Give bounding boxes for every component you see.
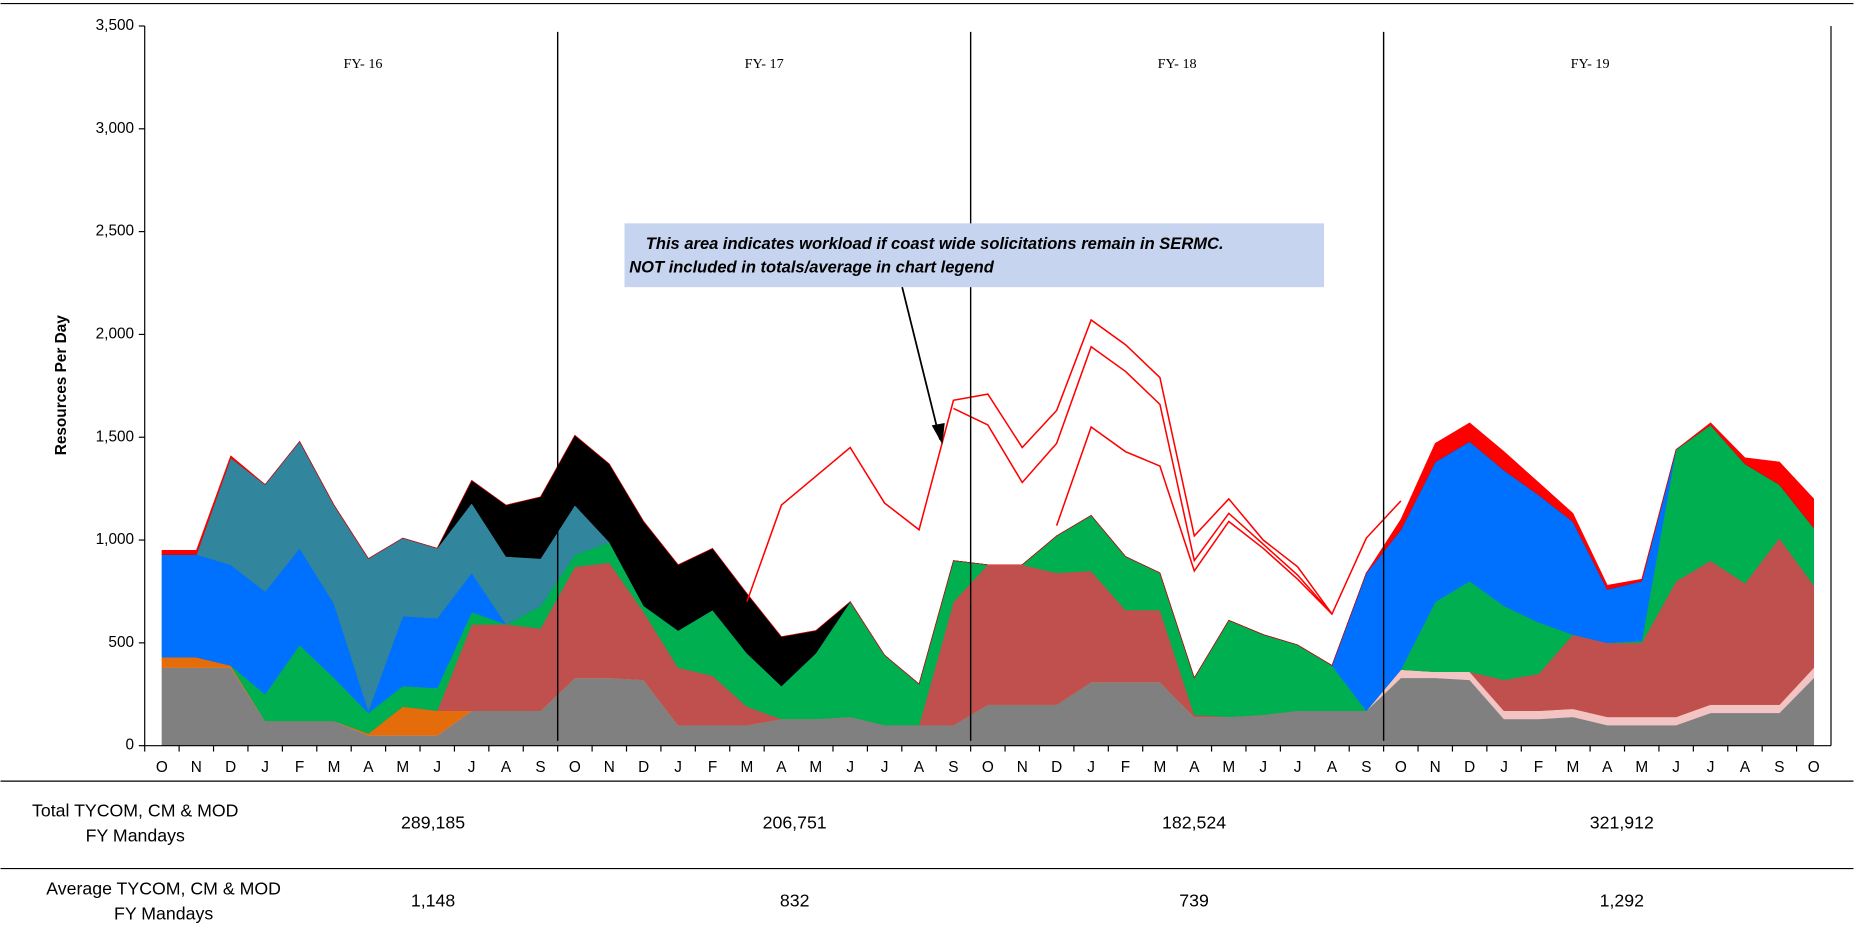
x-tick-label: J bbox=[468, 759, 476, 776]
y-tick-label: 500 bbox=[108, 634, 134, 651]
area bbox=[161, 422, 1815, 685]
x-tick-label: J bbox=[1294, 759, 1302, 776]
x-tick-label: D bbox=[225, 759, 236, 776]
x-tick-label: J bbox=[1259, 759, 1267, 776]
x-tick-label: J bbox=[433, 759, 441, 776]
x-tick-label: N bbox=[1430, 759, 1441, 776]
cell: 1,148 bbox=[411, 890, 455, 910]
x-tick-label: N bbox=[191, 759, 202, 776]
x-tick-label: A bbox=[914, 759, 925, 776]
y-tick-label: 2,000 bbox=[96, 325, 134, 342]
x-tick-label: A bbox=[501, 759, 512, 776]
x-tick-label: M bbox=[1222, 759, 1235, 776]
row-label: Average TYCOM, CM & MOD bbox=[46, 879, 281, 899]
annotation-text: NOT included in totals/average in chart … bbox=[629, 258, 995, 277]
y-tick-label: 0 bbox=[126, 737, 135, 754]
x-tick-label: M bbox=[396, 759, 409, 776]
x-tick-label: M bbox=[1635, 759, 1648, 776]
fy-label: FY- 19 bbox=[1571, 56, 1610, 72]
cell: 832 bbox=[780, 890, 810, 910]
x-tick-label: S bbox=[535, 759, 545, 776]
y-tick-label: 3,500 bbox=[96, 17, 134, 34]
cell: 206,751 bbox=[763, 812, 827, 832]
x-tick-label: A bbox=[1327, 759, 1338, 776]
x-tick-label: M bbox=[809, 759, 822, 776]
x-tick-label: N bbox=[604, 759, 615, 776]
table: Total TYCOM, CM & MOD FY Mandays 289,185 20… bbox=[32, 801, 1654, 924]
x-tick-label: J bbox=[261, 759, 269, 776]
x-tick-label: O bbox=[982, 759, 994, 776]
x-tick-label: N bbox=[1017, 759, 1028, 776]
x-tick-label: M bbox=[1154, 759, 1167, 776]
x-tick-label: S bbox=[1774, 759, 1784, 776]
x-tick-label: A bbox=[1189, 759, 1200, 776]
x-tick-label: F bbox=[1121, 759, 1130, 776]
x-tick-label: M bbox=[741, 759, 754, 776]
cell: 321,912 bbox=[1590, 812, 1654, 832]
areas bbox=[161, 422, 1815, 746]
x-tick-label: F bbox=[1534, 759, 1543, 776]
x-tick-label: D bbox=[638, 759, 649, 776]
x-tick-label: F bbox=[708, 759, 717, 776]
x-tick-label: D bbox=[1464, 759, 1475, 776]
x-tick-label: O bbox=[569, 759, 581, 776]
row-label: FY Mandays bbox=[114, 903, 213, 923]
x-tick-label: A bbox=[363, 759, 374, 776]
cell: 739 bbox=[1179, 890, 1209, 910]
cell: 1,292 bbox=[1600, 890, 1644, 910]
coast-wide-line bbox=[746, 318, 1402, 616]
cell: 289,185 bbox=[401, 812, 465, 832]
fy-label: FY- 16 bbox=[344, 56, 383, 72]
x-tick-label: O bbox=[1395, 759, 1407, 776]
x-tick-label: O bbox=[1808, 759, 1820, 776]
coast-wide-line bbox=[953, 345, 1333, 615]
x-tick-label: M bbox=[1566, 759, 1579, 776]
x-tick-label: J bbox=[846, 759, 854, 776]
y-tick-label: 3,000 bbox=[96, 120, 134, 137]
arrow-head bbox=[931, 423, 945, 445]
coast-wide-line bbox=[1055, 425, 1333, 615]
x-tick-label: J bbox=[674, 759, 682, 776]
x-tick-label: S bbox=[1361, 759, 1371, 776]
y-tick-label: 1,000 bbox=[96, 531, 134, 548]
x-tick-label: D bbox=[1051, 759, 1062, 776]
x-tick-label: A bbox=[1740, 759, 1751, 776]
row-label: FY Mandays bbox=[86, 825, 185, 845]
annotation-arrow bbox=[901, 286, 941, 440]
cell: 182,524 bbox=[1162, 812, 1226, 832]
coast-wide-lines bbox=[746, 318, 1402, 616]
x-tick-label: J bbox=[1500, 759, 1508, 776]
y-tick-label: 1,500 bbox=[96, 428, 134, 445]
x-tick-label: J bbox=[1672, 759, 1680, 776]
x-tick-label: J bbox=[881, 759, 889, 776]
annotation-text: This area indicates workload if coast wi… bbox=[646, 234, 1224, 253]
row-label: Total TYCOM, CM & MOD bbox=[32, 801, 238, 821]
x-tick-label: O bbox=[156, 759, 168, 776]
x-tick-label: A bbox=[776, 759, 787, 776]
x-tick-label: J bbox=[1707, 759, 1715, 776]
x-tick-label: M bbox=[328, 759, 341, 776]
y-tick-label: 2,500 bbox=[96, 223, 134, 240]
y-axis-title: Resources Per Day bbox=[53, 315, 70, 455]
x-tick-label: F bbox=[295, 759, 304, 776]
fy-label: FY- 17 bbox=[745, 56, 784, 72]
annotation-box bbox=[624, 223, 1325, 288]
fy-label: FY- 18 bbox=[1158, 56, 1197, 72]
x-tick-label: S bbox=[948, 759, 958, 776]
x-tick-label: A bbox=[1602, 759, 1613, 776]
axes: 0 500 1,000 1,500 2,000 2,500 3,000 3,500 O N D J F M… bbox=[96, 17, 1832, 776]
x-tick-label: J bbox=[1087, 759, 1095, 776]
